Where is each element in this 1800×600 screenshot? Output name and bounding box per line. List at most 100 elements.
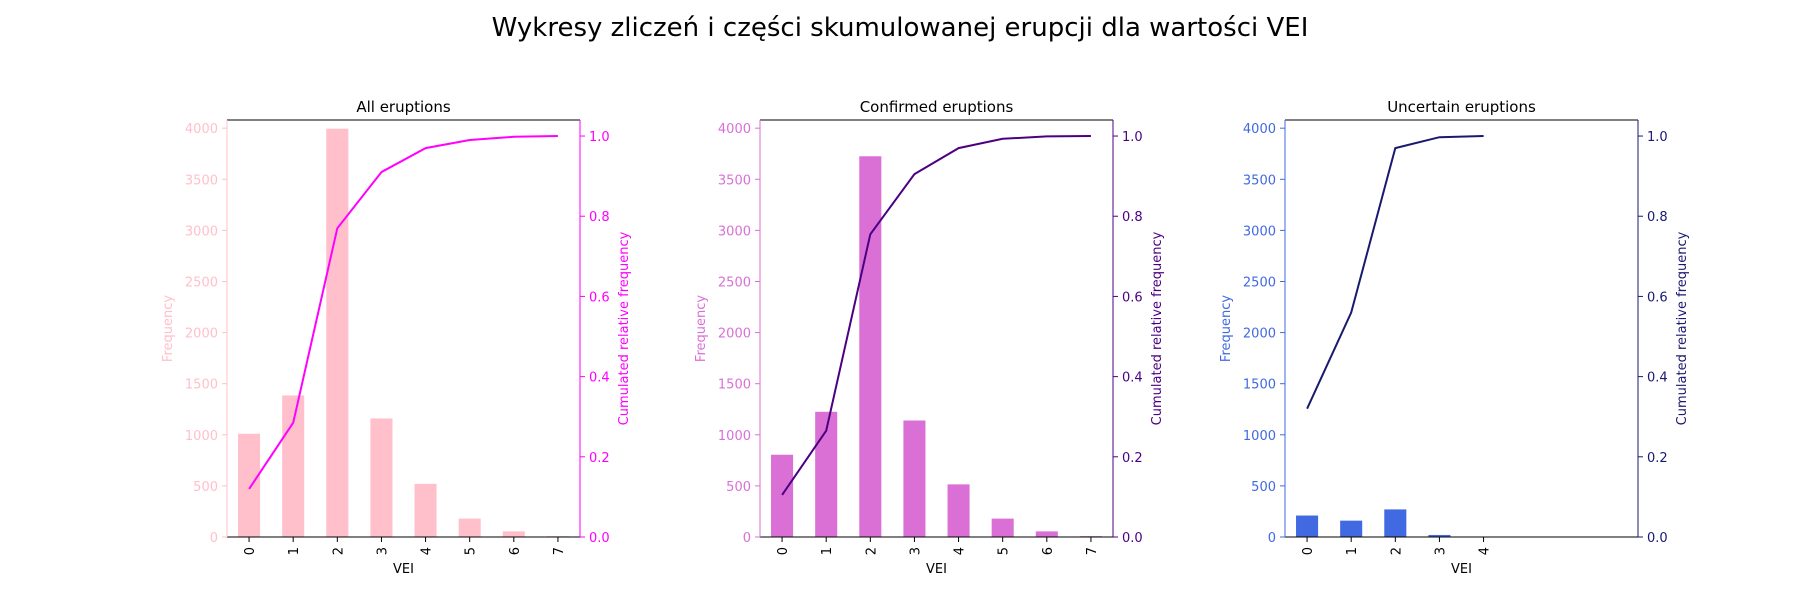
bar — [370, 418, 393, 537]
right-tick-label: 1.0 — [1647, 130, 1668, 145]
x-tick-label: 6 — [508, 547, 523, 555]
x-tick-label: 4 — [953, 547, 968, 555]
left-tick-label: 3000 — [1243, 224, 1276, 239]
left-tick-label: 4000 — [718, 122, 751, 137]
x-tick-label: 4 — [1478, 547, 1493, 555]
chart-panels: 050010001500200025003000350040000.00.20.… — [161, 98, 1690, 577]
bar — [815, 411, 838, 537]
right-tick-label: 0.4 — [589, 371, 610, 386]
left-tick-label: 0 — [210, 531, 218, 546]
bar — [1384, 509, 1407, 537]
cumulative-line — [248, 135, 558, 490]
x-tick-label: 4 — [420, 547, 435, 555]
x-tick-label: 5 — [464, 547, 479, 555]
bar — [414, 483, 437, 537]
left-tick-label: 2500 — [1243, 275, 1276, 290]
right-tick-label: 0.2 — [589, 451, 610, 466]
right-tick-label: 0.4 — [1647, 371, 1668, 386]
x-tick-label: 7 — [1085, 547, 1100, 555]
panel-title: All eruptions — [356, 98, 451, 116]
x-tick-label: 5 — [997, 547, 1012, 555]
x-tick-label: 2 — [331, 547, 346, 555]
left-tick-label: 2000 — [185, 327, 218, 342]
bar — [859, 156, 882, 537]
left-axis-label: Frequency — [694, 295, 709, 362]
cumulative-line — [781, 135, 1091, 496]
left-tick-label: 1000 — [718, 429, 751, 444]
bar — [458, 518, 481, 537]
left-tick-label: 3000 — [718, 224, 751, 239]
left-axis-label: Frequency — [1219, 295, 1234, 362]
x-tick-label: 0 — [243, 547, 258, 555]
bar — [903, 420, 926, 537]
x-axis-label: VEI — [393, 562, 414, 577]
x-tick-label: 6 — [1041, 547, 1056, 555]
right-tick-label: 0.2 — [1122, 451, 1143, 466]
right-tick-label: 0.0 — [589, 531, 610, 546]
bar — [947, 484, 970, 537]
figure-suptitle: Wykresy zliczeń i części skumulowanej er… — [492, 13, 1309, 43]
bar — [238, 433, 261, 537]
x-tick-label: 3 — [1433, 547, 1448, 555]
left-tick-label: 4000 — [1243, 122, 1276, 137]
right-tick-label: 0.0 — [1122, 531, 1143, 546]
right-tick-label: 1.0 — [589, 130, 610, 145]
bar — [326, 128, 349, 537]
bar — [502, 531, 525, 537]
left-tick-label: 1000 — [185, 429, 218, 444]
panel-title: Uncertain eruptions — [1387, 98, 1536, 116]
bar — [1428, 534, 1451, 537]
x-tick-label: 1 — [820, 547, 835, 555]
bar — [1035, 531, 1058, 537]
x-tick-label: 2 — [1389, 547, 1404, 555]
left-tick-label: 2500 — [718, 275, 751, 290]
right-tick-label: 0.6 — [589, 290, 610, 305]
x-axis-label: VEI — [1451, 562, 1472, 577]
left-tick-label: 4000 — [185, 122, 218, 137]
panel-title: Confirmed eruptions — [860, 98, 1014, 116]
left-axis-label: Frequency — [161, 295, 176, 362]
left-tick-label: 2000 — [1243, 327, 1276, 342]
x-tick-label: 3 — [375, 547, 390, 555]
left-tick-label: 500 — [726, 480, 751, 495]
right-tick-label: 1.0 — [1122, 130, 1143, 145]
left-tick-label: 2500 — [185, 275, 218, 290]
left-tick-label: 0 — [1268, 531, 1276, 546]
left-tick-label: 500 — [1251, 480, 1276, 495]
bar — [771, 454, 794, 537]
right-axis-label: Cumulated relative frequency — [1675, 231, 1690, 425]
left-tick-label: 0 — [743, 531, 751, 546]
x-tick-label: 1 — [287, 547, 302, 555]
cumulative-line — [1306, 135, 1484, 410]
right-axis-label: Cumulated relative frequency — [617, 231, 632, 425]
left-tick-label: 2000 — [718, 327, 751, 342]
x-tick-label: 7 — [552, 547, 567, 555]
left-tick-label: 500 — [193, 480, 218, 495]
bar — [1296, 515, 1319, 537]
right-axis-label: Cumulated relative frequency — [1150, 231, 1165, 425]
left-tick-label: 1500 — [718, 378, 751, 393]
chart-panel-1: 0 500 1000 1500 2000 2500 3000 3500 4000 0.0 0.2 0.… — [161, 98, 632, 577]
x-tick-label: 0 — [1301, 547, 1316, 555]
bar — [282, 395, 305, 537]
x-axis-label: VEI — [926, 562, 947, 577]
left-tick-label: 1500 — [185, 378, 218, 393]
right-tick-label: 0.8 — [1647, 210, 1668, 225]
right-tick-label: 0.6 — [1122, 290, 1143, 305]
right-tick-label: 0.8 — [1122, 210, 1143, 225]
left-tick-label: 1000 — [1243, 429, 1276, 444]
bar — [1340, 520, 1363, 537]
left-tick-label: 3000 — [185, 224, 218, 239]
bar — [991, 518, 1014, 537]
chart-panel-2: 0 500 1000 1500 2000 2500 3000 3500 4000 0.0 0.2 0.… — [694, 98, 1165, 577]
x-tick-label: 3 — [908, 547, 923, 555]
x-tick-label: 0 — [776, 547, 791, 555]
x-tick-label: 1 — [1345, 547, 1360, 555]
left-tick-label: 3500 — [185, 173, 218, 188]
left-tick-label: 1500 — [1243, 378, 1276, 393]
right-tick-label: 0.2 — [1647, 451, 1668, 466]
x-tick-label: 2 — [864, 547, 879, 555]
left-tick-label: 3500 — [718, 173, 751, 188]
chart-panel-3: 0 500 1000 1500 2000 2500 3000 3500 4000 0.0 0.2 0.… — [1219, 98, 1690, 577]
